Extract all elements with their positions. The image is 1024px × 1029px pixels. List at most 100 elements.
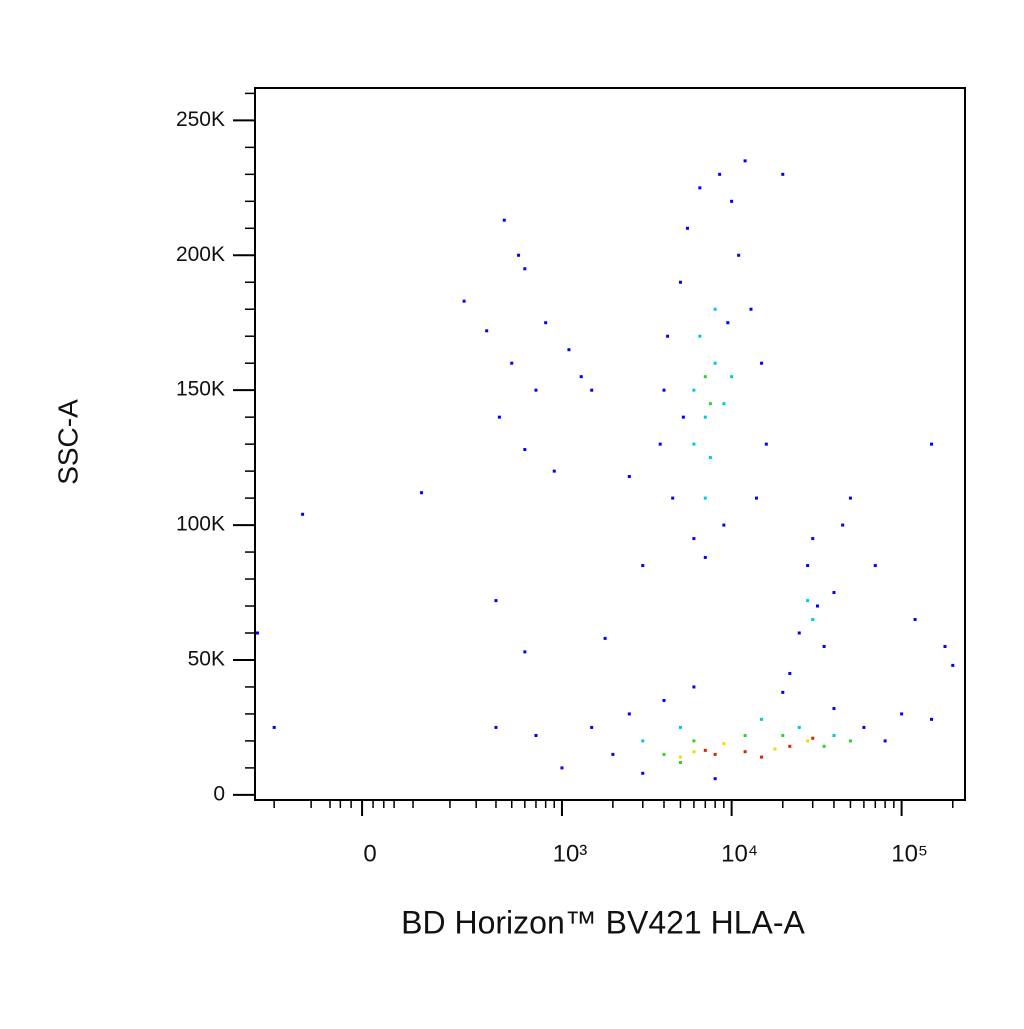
- point: [883, 739, 887, 743]
- x-tick-label: 0: [363, 840, 376, 867]
- point: [841, 523, 845, 527]
- point: [627, 475, 631, 479]
- point: [590, 725, 594, 729]
- point: [703, 415, 707, 419]
- point: [930, 442, 934, 446]
- plot-frame: [254, 87, 966, 801]
- point: [703, 496, 707, 500]
- point: [255, 631, 259, 635]
- point: [494, 599, 498, 603]
- point: [781, 734, 785, 738]
- point: [641, 564, 645, 568]
- point: [900, 712, 904, 716]
- x-axis-label: BD Horizon™ BV421 HLA-A: [401, 904, 805, 940]
- point: [523, 650, 527, 654]
- point: [678, 725, 682, 729]
- point: [832, 734, 836, 738]
- point: [848, 496, 852, 500]
- point: [718, 172, 722, 176]
- y-tick-label: 0: [213, 782, 225, 805]
- point: [560, 766, 564, 770]
- point: [722, 523, 726, 527]
- point: [811, 736, 815, 740]
- point: [913, 618, 917, 622]
- point: [806, 599, 810, 603]
- point: [552, 469, 556, 473]
- point: [567, 348, 571, 352]
- point: [703, 555, 707, 559]
- point: [692, 537, 696, 541]
- point: [590, 388, 594, 392]
- point: [517, 253, 521, 257]
- point: [708, 456, 712, 460]
- point: [848, 739, 852, 743]
- point: [641, 771, 645, 775]
- point: [692, 685, 696, 689]
- point: [781, 690, 785, 694]
- point: [462, 299, 466, 303]
- point: [730, 199, 734, 203]
- point: [822, 644, 826, 648]
- point: [760, 755, 764, 759]
- point: [737, 253, 741, 257]
- x-tick-label: 10⁵: [891, 840, 928, 867]
- point: [502, 218, 506, 222]
- point: [832, 707, 836, 711]
- point: [510, 361, 514, 365]
- point: [943, 644, 947, 648]
- point: [806, 739, 810, 743]
- point: [726, 321, 730, 325]
- point: [743, 750, 747, 754]
- point: [713, 307, 717, 311]
- point: [420, 491, 424, 495]
- x-tick-label: 10³: [553, 840, 588, 867]
- point: [692, 388, 696, 392]
- point: [708, 402, 712, 406]
- point: [773, 747, 777, 751]
- point: [579, 375, 583, 379]
- point: [534, 388, 538, 392]
- point: [788, 671, 792, 675]
- y-tick-label: 150K: [176, 378, 225, 401]
- point: [822, 744, 826, 748]
- point: [272, 725, 276, 729]
- point: [692, 739, 696, 743]
- point: [951, 663, 955, 667]
- point: [797, 725, 801, 729]
- y-tick-label: 50K: [188, 648, 225, 671]
- point: [788, 744, 792, 748]
- point: [797, 631, 801, 635]
- point: [681, 415, 685, 419]
- point: [662, 752, 666, 756]
- point: [641, 739, 645, 743]
- point: [678, 760, 682, 764]
- point: [671, 496, 675, 500]
- y-tick-label: 200K: [176, 243, 225, 266]
- point: [523, 448, 527, 452]
- point: [730, 375, 734, 379]
- point: [754, 496, 758, 500]
- point: [497, 415, 501, 419]
- point: [544, 321, 548, 325]
- point: [722, 742, 726, 746]
- point: [698, 186, 702, 190]
- y-axis-label: SSC-A: [52, 399, 83, 485]
- point: [494, 725, 498, 729]
- point: [743, 734, 747, 738]
- point: [658, 442, 662, 446]
- point: [534, 734, 538, 738]
- point: [832, 591, 836, 595]
- point: [862, 725, 866, 729]
- point: [678, 755, 682, 759]
- y-tick-label: 100K: [176, 513, 225, 536]
- point: [749, 307, 753, 311]
- point: [722, 402, 726, 406]
- point: [611, 752, 615, 756]
- x-tick-label: 10⁴: [721, 840, 758, 867]
- point: [703, 375, 707, 379]
- point: [713, 752, 717, 756]
- point: [301, 512, 305, 516]
- point: [692, 750, 696, 754]
